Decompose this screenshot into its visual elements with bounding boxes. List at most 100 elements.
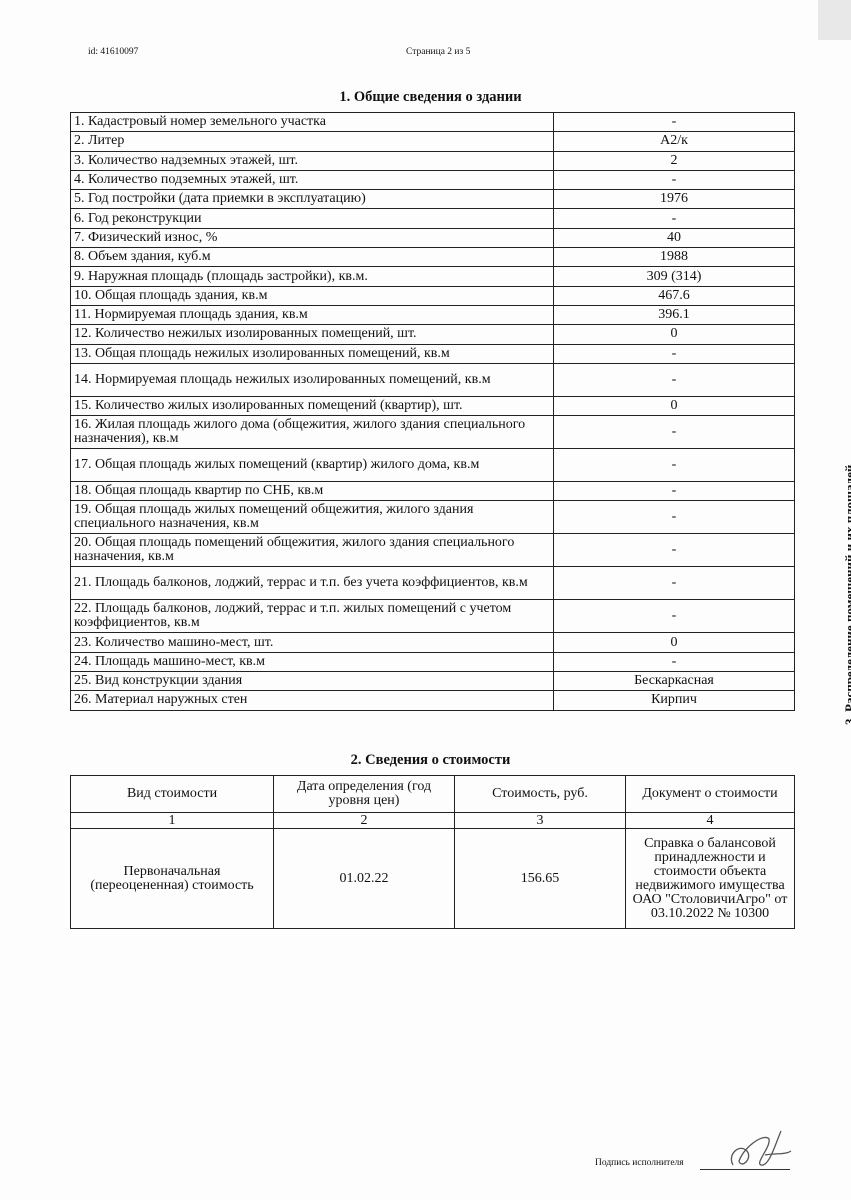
row-label: 19. Общая площадь жилых помещений общежи… (70, 500, 554, 535)
row-label: 2. Литер (70, 131, 554, 152)
cost-document: Справка о балансовой принадлежности и ст… (625, 828, 795, 929)
row-label: 15. Количество жилых изолированных помещ… (70, 395, 554, 417)
row-label: 21. Площадь балконов, лоджий, террас и т… (70, 566, 554, 601)
side-section-title: 3. Распределение помещений и их площадей (842, 464, 851, 725)
row-label: 23. Количество машино-мест, шт. (70, 632, 554, 653)
column-number: 3 (454, 812, 626, 829)
table-row: 26. Материал наружных стен Кирпич (70, 690, 795, 711)
row-value: - (553, 415, 795, 450)
row-value: - (553, 599, 795, 634)
table-row: 2. Литер А2/к (70, 131, 795, 152)
row-label: 3. Количество надземных этажей, шт. (70, 150, 554, 171)
table-row: 10. Общая площадь здания, кв.м 467.6 (70, 285, 795, 306)
row-value: 309 (314) (553, 266, 795, 287)
table-row: 20. Общая площадь помещений общежития, ж… (70, 533, 795, 568)
row-value: 0 (553, 632, 795, 653)
header-cell: Стоимость, руб. (454, 775, 626, 813)
row-value: - (553, 111, 795, 133)
row-label: 1. Кадастровый номер земельного участка (70, 111, 554, 133)
header-cell: Вид стоимости (70, 775, 274, 813)
row-value: 467.6 (553, 285, 795, 306)
table-row: 22. Площадь балконов, лоджий, террас и т… (70, 599, 795, 634)
signature-line (700, 1169, 790, 1170)
row-label: 4. Количество подземных этажей, шт. (70, 169, 554, 191)
row-value: - (553, 566, 795, 601)
column-number: 4 (625, 812, 795, 829)
row-label: 5. Год постройки (дата приемки в эксплуа… (70, 189, 554, 210)
row-value: - (553, 362, 795, 397)
row-value: - (553, 500, 795, 535)
row-value: 0 (553, 395, 795, 417)
row-label: 18. Общая площадь квартир по СНБ, кв.м (70, 481, 554, 502)
row-value: Бескаркасная (553, 671, 795, 692)
header-cell: Документ о стоимости (625, 775, 795, 813)
table-row: 24. Площадь машино-мест, кв.м - (70, 651, 795, 673)
row-value: 396.1 (553, 304, 795, 326)
document-id: id: 41610097 (88, 47, 139, 57)
section2-title: 2. Сведения о стоимости (350, 752, 511, 768)
row-label: 12. Количество нежилых изолированных пом… (70, 324, 554, 345)
signature-image (730, 1130, 792, 1166)
row-value: 1976 (553, 189, 795, 210)
row-value: - (553, 343, 795, 364)
cost-value: 156.65 (454, 828, 626, 929)
row-value: - (553, 481, 795, 502)
table-row: 13. Общая площадь нежилых изолированных … (70, 343, 795, 364)
row-value: 2 (553, 150, 795, 171)
table-row: 5. Год постройки (дата приемки в эксплуа… (70, 189, 795, 210)
row-label: 22. Площадь балконов, лоджий, террас и т… (70, 599, 554, 634)
row-label: 16. Жилая площадь жилого дома (общежития… (70, 415, 554, 450)
cost-type: Первоначальная (переоцененная) стоимость (70, 828, 274, 929)
section1-title: 1. Общие сведения о здании (339, 89, 522, 105)
row-label: 24. Площадь машино-мест, кв.м (70, 651, 554, 673)
row-label: 9. Наружная площадь (площадь застройки),… (70, 266, 554, 287)
row-label: 11. Нормируемая площадь здания, кв.м (70, 304, 554, 326)
row-label: 14. Нормируемая площадь нежилых изолиров… (70, 362, 554, 397)
row-value: А2/к (553, 131, 795, 152)
header-cell: Дата определения (год уровня цен) (273, 775, 455, 813)
table-row: 19. Общая площадь жилых помещений общежи… (70, 500, 795, 535)
row-value: - (553, 448, 795, 483)
row-label: 20. Общая площадь помещений общежития, ж… (70, 533, 554, 568)
table-row: 9. Наружная площадь (площадь застройки),… (70, 266, 795, 287)
scan-edge (818, 0, 851, 40)
table-row: 6. Год реконструкции - (70, 208, 795, 229)
table-row: 15. Количество жилых изолированных помещ… (70, 395, 795, 417)
row-label: 26. Материал наружных стен (70, 690, 554, 711)
row-value: Кирпич (553, 690, 795, 711)
cost-date: 01.02.22 (273, 828, 455, 929)
row-label: 13. Общая площадь нежилых изолированных … (70, 343, 554, 364)
table-row: 8. Объем здания, куб.м 1988 (70, 247, 795, 268)
row-value: 1988 (553, 247, 795, 268)
row-value: - (553, 169, 795, 191)
row-label: 25. Вид конструкции здания (70, 671, 554, 692)
table-row: 4. Количество подземных этажей, шт. - (70, 169, 795, 191)
building-info-table: 1. Кадастровый номер земельного участка -… (70, 111, 795, 711)
table-row: 12. Количество нежилых изолированных пом… (70, 324, 795, 345)
table-row: 7. Физический износ, % 40 (70, 227, 795, 249)
row-value: - (553, 208, 795, 229)
table-row: 18. Общая площадь квартир по СНБ, кв.м - (70, 481, 795, 502)
row-value: - (553, 533, 795, 568)
row-label: 17. Общая площадь жилых помещений (кварт… (70, 448, 554, 483)
cost-table: Вид стоимости Дата определения (год уров… (70, 775, 795, 929)
table-row: 23. Количество машино-мест, шт. 0 (70, 632, 795, 653)
column-number: 2 (273, 812, 455, 829)
row-label: 8. Объем здания, куб.м (70, 247, 554, 268)
table-row: 25. Вид конструкции здания Бескаркасная (70, 671, 795, 692)
table-row: 17. Общая площадь жилых помещений (кварт… (70, 448, 795, 483)
table-row: 1. Кадастровый номер земельного участка - (70, 111, 795, 133)
table-row: 11. Нормируемая площадь здания, кв.м 396.… (70, 304, 795, 326)
table-row: 21. Площадь балконов, лоджий, террас и т… (70, 566, 795, 601)
table-row: 16. Жилая площадь жилого дома (общежития… (70, 415, 795, 450)
table-row: 3. Количество надземных этажей, шт. 2 (70, 150, 795, 171)
signature-label: Подпись исполнителя (595, 1158, 684, 1168)
table-row: 14. Нормируемая площадь нежилых изолиров… (70, 362, 795, 397)
row-label: 7. Физический износ, % (70, 227, 554, 249)
row-value: - (553, 651, 795, 673)
row-value: 0 (553, 324, 795, 345)
row-label: 6. Год реконструкции (70, 208, 554, 229)
column-number: 1 (70, 812, 274, 829)
row-value: 40 (553, 227, 795, 249)
